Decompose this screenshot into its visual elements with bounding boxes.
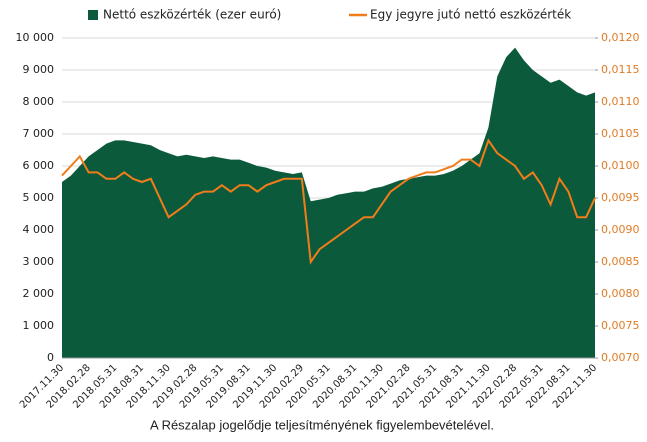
y-tick-label: 0 [47,351,54,364]
y2-tick-label: 0,0085 [601,255,640,268]
y2-tick-label: 0,0070 [601,351,640,364]
y-tick-label: 10 000 [16,31,55,44]
y2-tick-label: 0,0080 [601,287,640,300]
y-tick-label: 9 000 [23,63,55,76]
y2-tick-label: 0,0105 [601,127,640,140]
y2-tick-label: 0,0075 [601,319,640,332]
y-tick-label: 4 000 [23,223,55,236]
line [61,138,596,265]
legend-label: Egy jegyre jutó nettó eszközérték [370,8,571,22]
caption: A Részalap jogelődje teljesítményének fi… [150,417,494,432]
y-tick-label: 3 000 [23,255,55,268]
y2-tick-label: 0,0100 [601,159,640,172]
legend-swatch [88,10,98,20]
legend-label: Nettó eszközérték (ezer euró) [103,8,281,22]
y2-tick-label: 0,0120 [601,31,640,44]
y-tick-label: 7 000 [23,127,55,140]
y2-tick-label: 0,0115 [601,63,640,76]
y-tick-label: 5 000 [23,191,55,204]
y-tick-label: 2 000 [23,287,55,300]
y2-tick-label: 0,0095 [601,191,640,204]
y2-tick-label: 0,0110 [601,95,640,108]
area [62,47,595,358]
y-tick-label: 1 000 [23,319,55,332]
y-tick-label: 6 000 [23,159,55,172]
y2-tick-label: 0,0090 [601,223,640,236]
y-tick-label: 8 000 [23,95,55,108]
